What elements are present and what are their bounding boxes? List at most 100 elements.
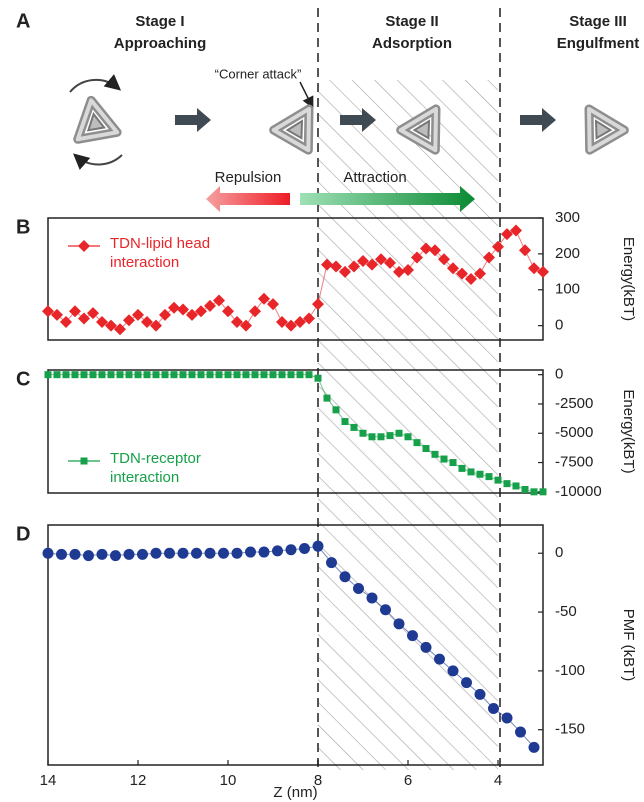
data-point [377,433,385,441]
stage-name: Stage II [385,13,438,30]
stage-name: Stage I [135,13,184,30]
data-point [51,308,63,321]
data-point [438,253,450,266]
data-point [407,630,418,642]
data-point [69,305,81,318]
data-point [510,224,522,237]
x-tick-label: 10 [220,772,237,789]
y-axis-label: Energy(kBT) [620,389,637,473]
annotation-arrow [299,81,314,109]
data-point [141,316,153,329]
y-tick-label: -150 [555,721,585,738]
stage-name: Stage III [569,13,627,30]
data-point [269,371,277,379]
data-point [251,371,259,379]
data-point [213,294,225,307]
x-axis-label: Z (nm) [273,784,317,801]
data-point [528,741,540,753]
y-tick-label: 0 [555,317,563,334]
data-point [204,299,216,312]
data-point [380,604,391,616]
data-point [393,265,405,278]
stage-subtitle: Adsorption [372,35,452,52]
data-point [276,316,288,329]
data-point [476,470,484,478]
annotation: “Corner attack” [215,66,302,81]
data-point [339,571,351,583]
legend-marker [78,240,90,252]
legend-box: TDN-receptor interaction [110,450,201,486]
panel-label: B [16,216,30,238]
data-point [206,371,214,379]
data-point [465,273,477,285]
x-tick-label: 12 [130,772,147,789]
y-tick-label: -5000 [555,424,593,441]
x-tick-label: 14 [40,772,57,789]
data-point [287,371,295,379]
data-point [330,260,342,273]
data-point [71,371,79,379]
data-point [359,429,367,437]
data-point [87,307,99,320]
y-axis-label: PMF (kBT) [620,609,637,682]
data-point [413,439,421,447]
data-point [242,371,250,379]
data-point [402,264,414,277]
data-point [240,319,252,332]
data-point [366,258,378,271]
y-axis-label: Energy(kBT) [620,237,637,321]
data-point [177,547,189,559]
data-point [321,258,333,271]
data-point [461,677,472,689]
data-point [303,312,315,325]
data-point [150,319,162,332]
data-point [116,371,124,379]
data-point [519,244,531,257]
data-point [528,262,540,275]
data-point [474,267,486,280]
data-point [125,371,133,379]
data-point [215,371,223,379]
data-point [431,450,439,458]
data-point [107,371,115,379]
plot-frame [47,369,544,494]
data-point [110,550,121,562]
data-point [150,547,162,559]
data-point [393,618,405,630]
data-point [312,540,324,552]
data-point [96,548,108,560]
data-point [515,726,526,738]
data-point [44,371,52,379]
data-point [326,557,337,569]
data-point [305,371,313,379]
y-tick-label: -100 [555,662,585,679]
data-point [168,301,180,314]
data-point [420,242,432,255]
data-point [366,592,378,604]
data-point [159,308,171,321]
data-point [530,488,538,496]
data-point [512,482,520,490]
data-point [521,485,529,493]
data-point [341,418,349,426]
data-point [483,251,495,264]
data-point [143,371,151,379]
y-tick-label: -2500 [555,395,593,412]
data-point [285,319,297,332]
data-point [296,371,304,379]
data-point [294,316,306,329]
data-point [170,371,178,379]
data-point [224,371,232,379]
plot-frame [47,524,544,766]
data-point [258,546,270,558]
data-point [456,267,468,280]
data-point [395,429,403,437]
data-point [96,316,108,329]
data-point [467,468,475,476]
data-point [249,305,261,318]
data-point [197,371,205,379]
data-point [123,548,135,560]
data-point [123,314,135,327]
data-point [488,703,499,715]
icons [70,74,624,212]
